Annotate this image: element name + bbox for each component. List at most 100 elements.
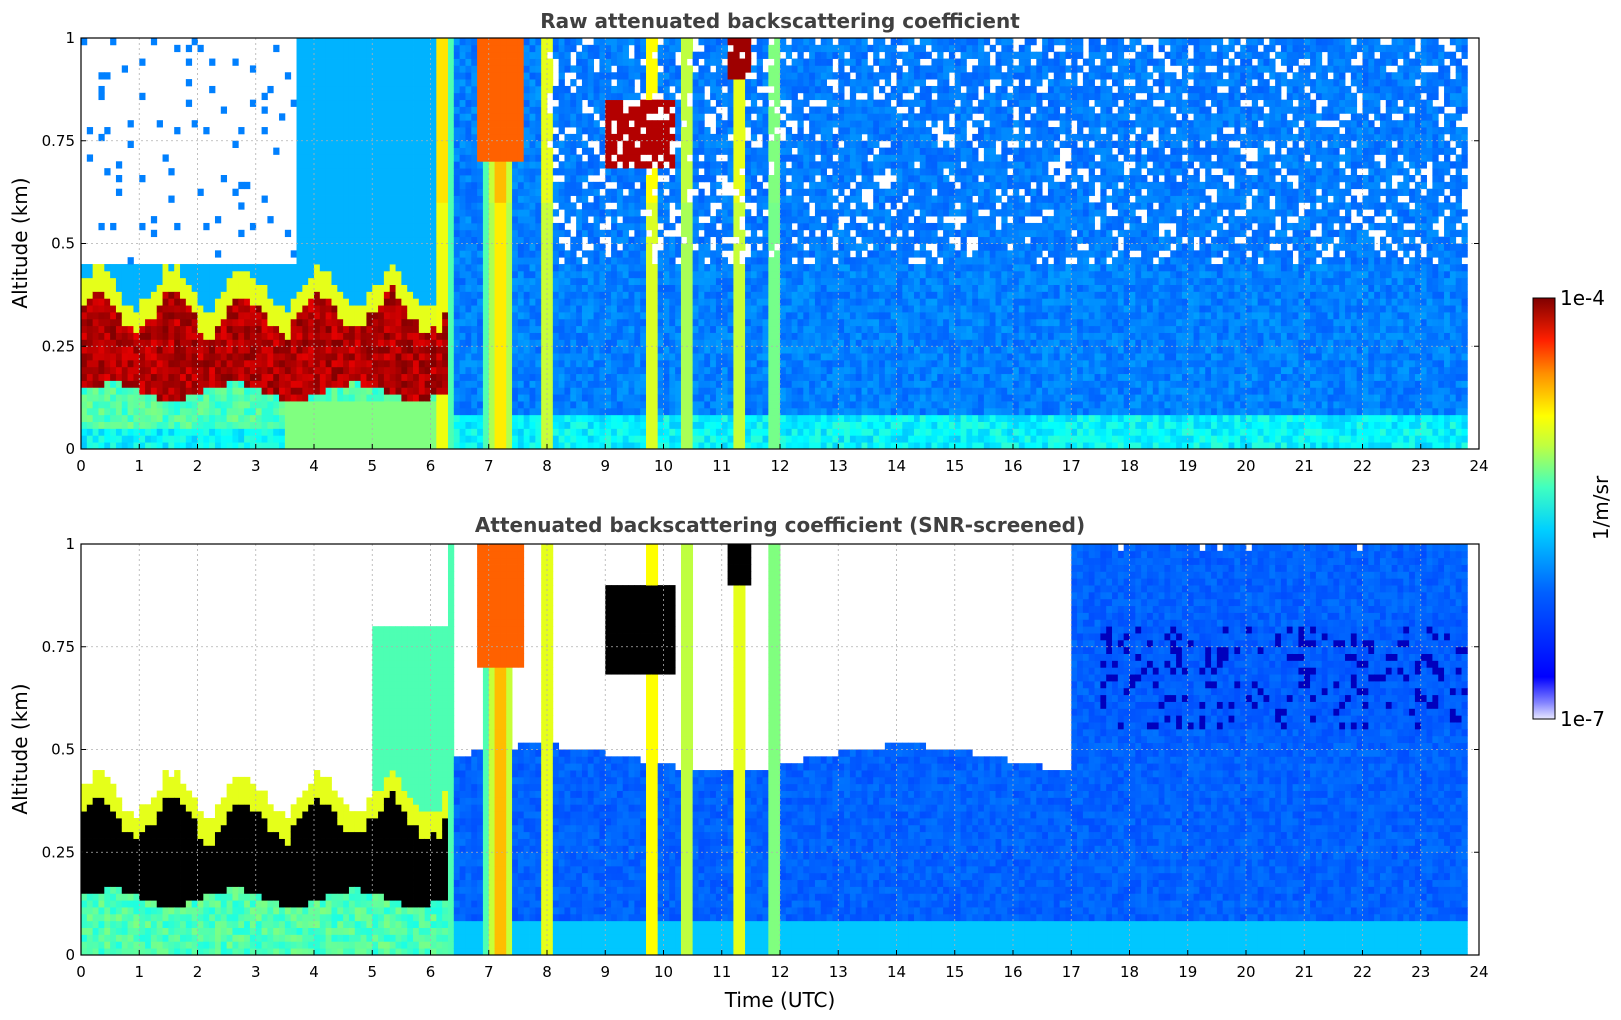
heatmap-cell [657, 140, 664, 148]
heatmap-cell [325, 209, 332, 217]
heatmap-cell [92, 428, 99, 436]
heatmap-cell [459, 332, 466, 340]
heatmap-cell [226, 332, 233, 340]
heatmap-cell [436, 414, 443, 422]
heatmap-cell [115, 373, 123, 381]
heatmap-cell [203, 264, 210, 272]
heatmap-cell [622, 270, 629, 279]
heatmap-cell [319, 387, 327, 395]
heatmap-cell [418, 44, 426, 53]
heatmap-cell [296, 270, 303, 279]
heatmap-cell [651, 236, 659, 244]
heatmap-cell [453, 79, 461, 87]
heatmap-cell [634, 168, 641, 176]
heatmap-cell [296, 222, 303, 231]
heatmap-cell [325, 284, 332, 292]
heatmap-cell [273, 359, 280, 368]
heatmap-cell [669, 133, 676, 142]
heatmap-cell [465, 339, 472, 347]
heatmap-cell [354, 394, 362, 402]
heatmap-cell [541, 175, 548, 183]
heatmap-cell [150, 428, 158, 436]
heatmap-cell [145, 291, 152, 299]
heatmap-cell [214, 325, 222, 333]
heatmap-cell [354, 202, 362, 210]
heatmap-cell [232, 401, 239, 409]
heatmap-cell [354, 414, 362, 422]
heatmap-cell [651, 305, 659, 313]
heatmap-cell [354, 140, 362, 148]
heatmap-cell [168, 421, 175, 429]
heatmap-cell [127, 298, 134, 306]
heatmap-cell [337, 195, 344, 203]
heatmap-cell [92, 373, 99, 381]
heatmap-cell [517, 85, 525, 94]
heatmap-cell [150, 332, 158, 340]
heatmap-cell [413, 79, 420, 87]
heatmap-cell [226, 394, 233, 402]
heatmap-cell [378, 401, 385, 409]
heatmap-cell [267, 277, 274, 285]
heatmap-cell [214, 298, 222, 306]
heatmap-cell [570, 65, 577, 73]
heatmap-cell [599, 209, 606, 217]
heatmap-cell [506, 222, 513, 231]
heatmap-cell [675, 291, 682, 299]
heatmap-cell [622, 154, 629, 162]
heatmap-cell [442, 435, 449, 443]
heatmap-cell [436, 120, 443, 128]
heatmap-cell [366, 154, 373, 162]
heatmap-cell [459, 312, 466, 320]
heatmap-cell [471, 380, 478, 388]
heatmap-cell [500, 99, 507, 107]
heatmap-cell [401, 339, 408, 347]
heatmap-cell [343, 195, 350, 203]
heatmap-cell [453, 428, 461, 436]
heatmap-cell [319, 250, 327, 258]
heatmap-cell [302, 332, 309, 340]
heatmap-cell [214, 339, 222, 347]
heatmap-cell [348, 65, 356, 73]
heatmap-cell [348, 373, 356, 381]
heatmap-cell [523, 284, 530, 292]
heatmap-cell [447, 133, 455, 142]
heatmap-cell [145, 387, 152, 395]
heatmap-cell [535, 127, 542, 135]
heatmap-cell [98, 133, 105, 142]
heatmap-cell [605, 442, 612, 449]
heatmap-cell [646, 51, 653, 59]
heatmap-cell [523, 435, 530, 443]
heatmap-cell [284, 346, 292, 354]
heatmap-cell [611, 188, 618, 196]
heatmap-cell [605, 79, 612, 87]
heatmap-cell [605, 332, 612, 340]
heatmap-cell [622, 428, 629, 436]
heatmap-cell [395, 127, 402, 135]
heatmap-cell [535, 229, 542, 238]
heatmap-cell [663, 216, 670, 224]
heatmap-cell [395, 270, 402, 279]
heatmap-cell [127, 332, 134, 340]
heatmap-cell [669, 222, 676, 231]
heatmap-cell [430, 277, 437, 285]
heatmap-cell [640, 435, 647, 443]
heatmap-cell [640, 380, 647, 388]
heatmap-cell [267, 380, 274, 388]
heatmap-cell [249, 284, 257, 292]
heatmap-cell [500, 264, 507, 272]
heatmap-cell [680, 113, 688, 121]
heatmap-cell [127, 442, 134, 449]
heatmap-cell [494, 414, 501, 422]
heatmap-cell [616, 332, 624, 340]
heatmap-cell [541, 38, 548, 46]
heatmap-cell [418, 79, 426, 87]
heatmap-cell [308, 147, 315, 155]
heatmap-cell [599, 332, 606, 340]
heatmap-cell [343, 243, 350, 251]
heatmap-cell [413, 346, 420, 354]
heatmap-cell [145, 366, 152, 375]
heatmap-cell [214, 353, 222, 361]
heatmap-cell [512, 387, 519, 395]
heatmap-cell [319, 79, 327, 87]
heatmap-cell [675, 202, 682, 210]
